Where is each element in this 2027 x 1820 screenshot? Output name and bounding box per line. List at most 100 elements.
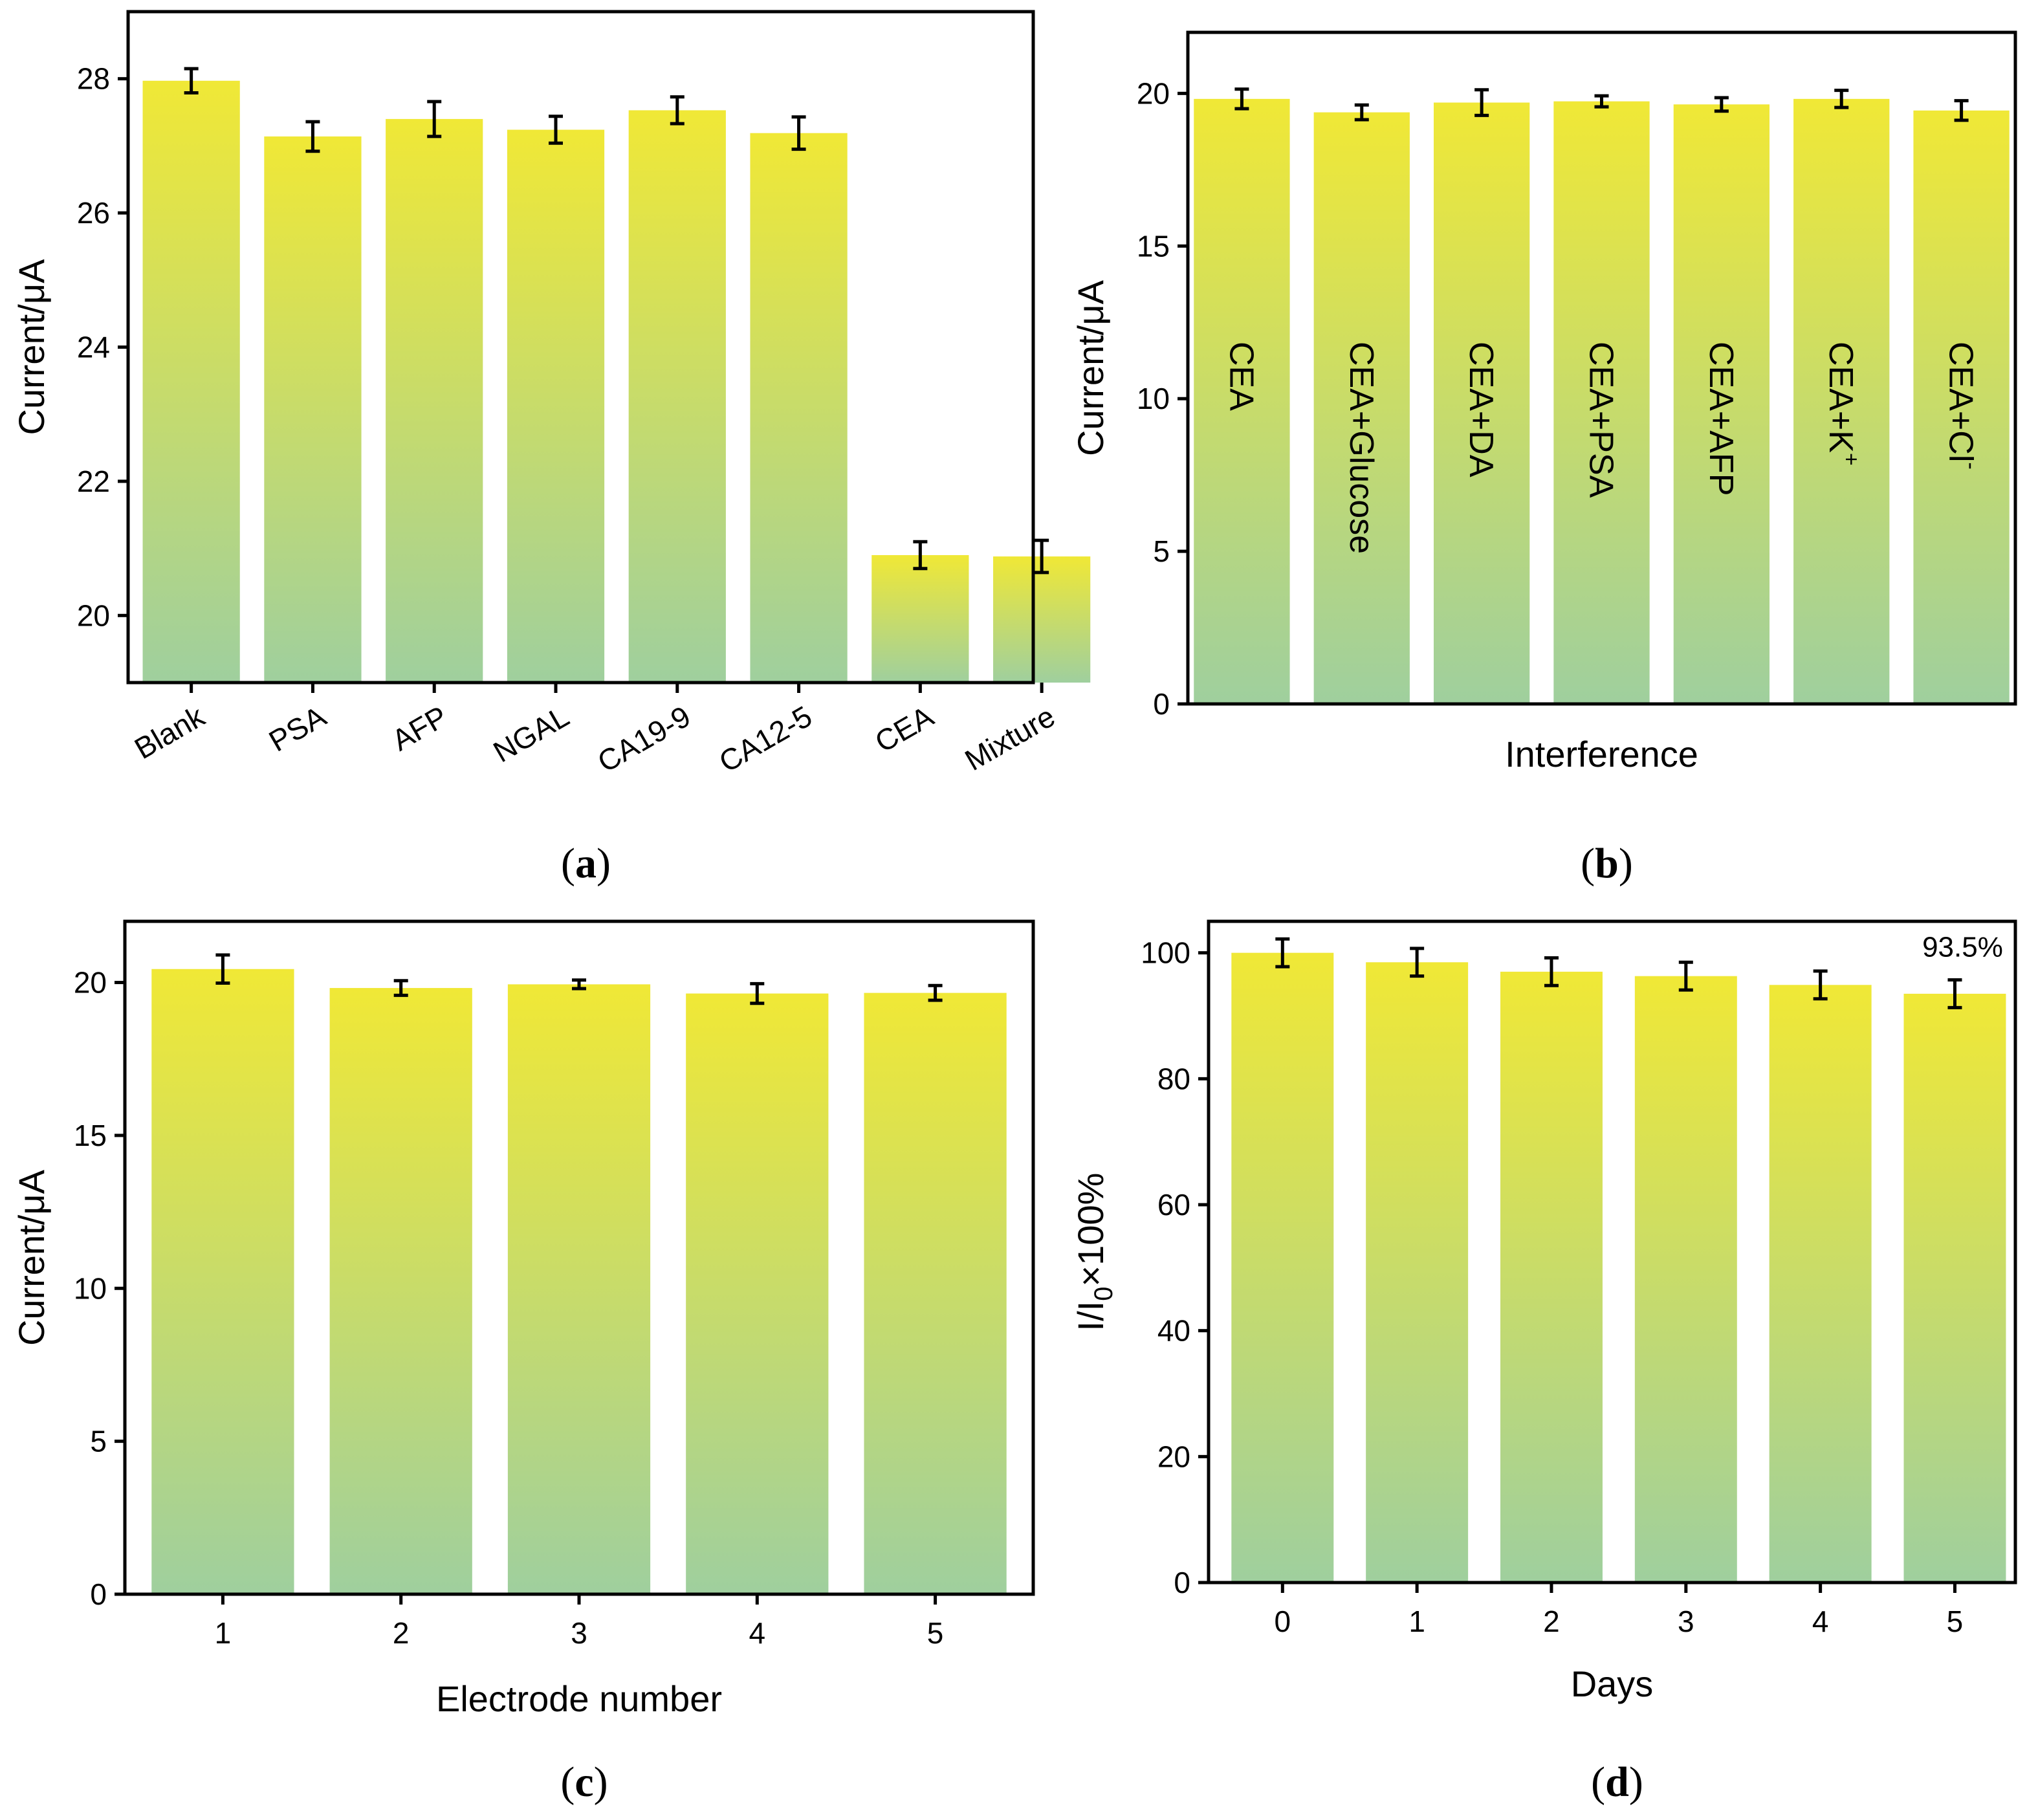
bar-category-label-text: CEA xyxy=(1222,342,1260,411)
chart-panel-c: 0 5 10 15 20 1 2 3 4 5 Electrode number Current/μA (… xyxy=(11,919,1035,1806)
x-tick-label: CEA xyxy=(869,699,939,758)
error-bar xyxy=(1813,969,1828,1001)
data-annotation: 93.5% xyxy=(1922,932,2003,963)
y-axis-label-subscript: 0 xyxy=(1090,1287,1118,1301)
error-bar xyxy=(750,981,765,1005)
plot-frame xyxy=(1186,30,2017,706)
x-tick-label: NGAL xyxy=(488,699,575,769)
x-tick-label: 2 xyxy=(1543,1605,1560,1638)
y-tick-label: 5 xyxy=(1153,534,1170,568)
error-bar xyxy=(791,115,806,151)
bar xyxy=(993,556,1091,683)
bar xyxy=(386,118,483,683)
y-axis-label-rest: ×100% xyxy=(1070,1173,1111,1287)
bar xyxy=(1313,112,1410,705)
bar-category-label-superscript: - xyxy=(1959,462,1984,469)
error-bar xyxy=(1714,96,1729,113)
x-tick-label: Blank xyxy=(129,699,211,765)
x-tick-label: 1 xyxy=(1408,1605,1425,1638)
bar xyxy=(1433,102,1530,704)
x-tick-label: 5 xyxy=(1947,1605,1964,1638)
bar-category-label: CEA+PSA xyxy=(1583,342,1620,498)
bar xyxy=(1634,976,1737,1583)
bar-category-label-text: CEA+PSA xyxy=(1583,342,1620,498)
error-bar xyxy=(1954,99,1969,122)
bar xyxy=(750,133,848,683)
error-bar xyxy=(184,67,199,94)
error-bar xyxy=(670,95,685,126)
panel-label-open: ( xyxy=(1581,840,1595,887)
y-axis-label: Current/μA xyxy=(11,1169,52,1346)
error-bar xyxy=(1275,937,1290,969)
chart-panel-a: 20 22 24 26 28 Blank PSA AFP NGAL CA19-9 CA12-5 CEA… xyxy=(11,10,1091,887)
error-bar xyxy=(1234,87,1249,111)
error-bar xyxy=(393,979,408,997)
bar-category-label-text: CEA+Glucose xyxy=(1342,342,1380,554)
bar-category-label: CEA+Cl- xyxy=(1942,342,1984,470)
bar xyxy=(1913,110,2010,704)
bar-category-label: CEA+DA xyxy=(1462,342,1500,477)
panel-label: (b) xyxy=(1581,840,1633,887)
y-tick-label: 100 xyxy=(1141,936,1190,970)
bar xyxy=(142,80,240,683)
bar xyxy=(1769,985,1872,1583)
y-axis-label: Current/μA xyxy=(11,259,52,435)
y-tick-label: 26 xyxy=(77,196,110,230)
bar xyxy=(628,110,726,683)
x-tick-label: 4 xyxy=(749,1616,765,1650)
x-tick-label: AFP xyxy=(386,699,453,758)
bar xyxy=(864,992,1007,1594)
bar xyxy=(1793,98,1890,704)
error-bar xyxy=(1035,538,1049,575)
y-tick-label: 5 xyxy=(90,1425,107,1458)
y-tick-label: 80 xyxy=(1157,1062,1190,1095)
x-tick-label: CA19-9 xyxy=(592,699,696,779)
x-tick-label: 0 xyxy=(1275,1605,1291,1638)
error-bar xyxy=(572,978,586,991)
error-bar xyxy=(1410,947,1425,978)
panel-label-letter: b xyxy=(1595,840,1619,887)
bar-category-label: CEA+Glucose xyxy=(1342,342,1380,554)
error-bar xyxy=(1474,88,1489,117)
panel-label-close: ) xyxy=(1629,1759,1643,1806)
y-tick-label: 20 xyxy=(1137,76,1170,110)
y-tick-label: 0 xyxy=(1153,687,1170,721)
bar xyxy=(1231,952,1334,1583)
x-tick-label: 4 xyxy=(1812,1605,1829,1638)
x-tick-label: 2 xyxy=(393,1616,410,1650)
bar-category-label-text: CEA+Cl xyxy=(1942,342,1980,462)
bar xyxy=(1903,993,2006,1583)
y-tick-label: 22 xyxy=(77,465,110,498)
error-bar xyxy=(215,953,230,985)
bar xyxy=(1673,104,1770,704)
error-bar xyxy=(305,120,320,153)
bar-category-label-superscript: + xyxy=(1839,453,1863,466)
y-axis-label: Current/μA xyxy=(1070,280,1111,456)
y-tick-label: 0 xyxy=(90,1577,107,1611)
error-bar xyxy=(1594,94,1609,109)
bar-category-label-text: CEA+K xyxy=(1822,342,1859,453)
plot-frame xyxy=(1207,919,2017,1584)
bar-category-label-text: CEA+DA xyxy=(1462,342,1500,477)
x-tick-label: PSA xyxy=(263,699,332,758)
panel-label-letter: c xyxy=(575,1759,593,1806)
bar-category-label: CEA+AFP xyxy=(1702,342,1740,496)
bar xyxy=(1194,98,1290,704)
y-tick-label: 0 xyxy=(1174,1566,1190,1599)
y-tick-label: 10 xyxy=(1137,382,1170,415)
panel-label: (a) xyxy=(561,840,611,887)
error-bar xyxy=(427,100,442,138)
y-axis-label: I/I0×100% xyxy=(1070,1173,1118,1332)
y-tick-label: 40 xyxy=(1157,1314,1190,1348)
error-bar xyxy=(549,115,564,145)
x-axis-label: Interference xyxy=(1505,734,1698,774)
y-tick-label: 20 xyxy=(1157,1440,1190,1473)
y-tick-label: 24 xyxy=(77,331,110,364)
panel-label-open: ( xyxy=(1591,1759,1605,1806)
bar xyxy=(1553,101,1650,704)
bar xyxy=(1366,962,1469,1583)
y-tick-label: 20 xyxy=(74,966,107,1000)
panel-label-open: ( xyxy=(561,840,575,887)
y-tick-label: 10 xyxy=(74,1271,107,1305)
